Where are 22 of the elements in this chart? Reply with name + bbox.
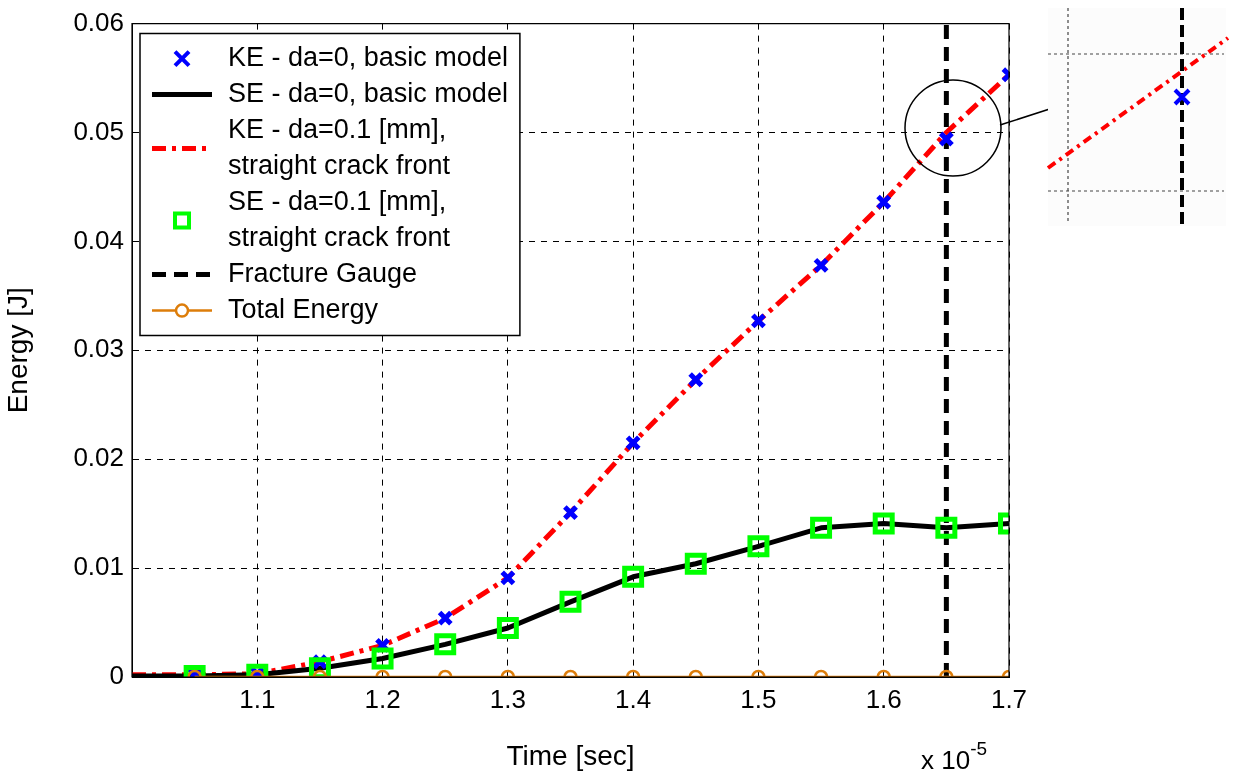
x-tick-label: 1.6 (865, 683, 902, 714)
y-tick-label: 0.03 (73, 333, 124, 364)
y-tick-label: 0 (109, 660, 124, 691)
legend-label: KE - da=0.1 [mm], straight crack front (228, 114, 451, 181)
x-axis-title: Time [sec] (506, 739, 635, 771)
y-axis-title: Energy [J] (1, 287, 33, 414)
x-tick-label: 1.2 (364, 683, 401, 714)
y-tick-label: 0.05 (73, 115, 124, 146)
x-tick-label: 1.7 (990, 683, 1028, 714)
x-tick-label: 1.5 (740, 683, 777, 714)
x-tick-label: 1.1 (239, 683, 276, 714)
y-tick-label: 0.02 (73, 442, 124, 473)
legend-label: SE - da=0.1 [mm], straight crack front (228, 186, 451, 253)
x-tick-label: 1.4 (615, 683, 652, 714)
y-tick-label: 0.06 (73, 6, 124, 37)
legend-label: Total Energy (228, 294, 379, 325)
x-tick-label: 1.3 (489, 683, 526, 714)
legend-label: Fracture Gauge (228, 258, 418, 289)
y-tick-label: 0.04 (73, 224, 124, 255)
legend-label: KE - da=0, basic model (228, 42, 508, 73)
legend-label: SE - da=0, basic model (228, 78, 508, 109)
y-tick-label: 0.01 (73, 551, 124, 582)
